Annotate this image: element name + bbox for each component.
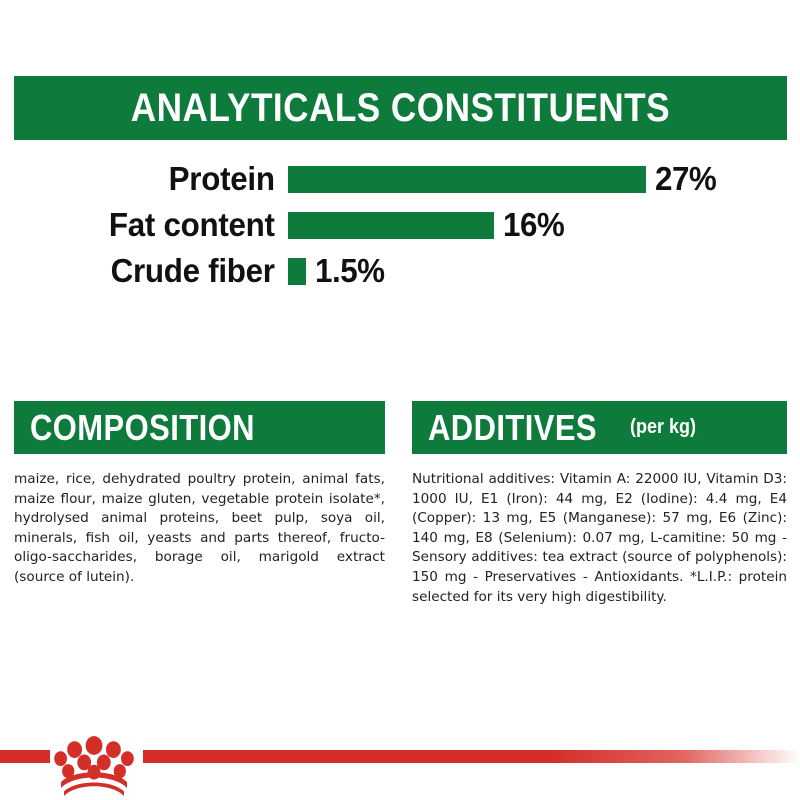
composition-body-text: maize, rice, dehydrated poultry protein,… bbox=[14, 471, 385, 585]
additives-body-text: Nutritional additives: Vitamin A: 22000 … bbox=[412, 471, 787, 605]
additives-subtitle: (per kg) bbox=[629, 416, 696, 438]
composition-panel: COMPOSITION maize, rice, dehydrated poul… bbox=[14, 401, 385, 588]
chart-bar-label: Crude fiber bbox=[110, 252, 275, 289]
chart-bar-fill bbox=[288, 211, 494, 239]
chart-bar-label: Protein bbox=[168, 160, 275, 197]
footer-rule-right bbox=[143, 750, 800, 763]
brand-footer-strip bbox=[0, 736, 800, 800]
chart-bar-value: 27% bbox=[655, 160, 717, 197]
chart-bar-fill bbox=[288, 165, 646, 193]
additives-panel: ADDITIVES (per kg) Nutritional additives… bbox=[412, 401, 787, 607]
chart-bar-fill bbox=[288, 257, 306, 285]
chart-bar-label: Fat content bbox=[108, 206, 275, 243]
chart-bar-value: 16% bbox=[503, 206, 565, 243]
royal-canin-crown-icon bbox=[54, 736, 134, 796]
analyticals-bar-chart: Protein 27% Fat content 16% Crude fiber … bbox=[0, 156, 800, 304]
composition-header: COMPOSITION bbox=[14, 401, 385, 454]
additives-header: ADDITIVES (per kg) bbox=[412, 401, 787, 454]
composition-title: COMPOSITION bbox=[30, 406, 255, 448]
chart-row: Protein 27% bbox=[0, 156, 800, 202]
analyticals-constituents-title: ANALYTICALS CONSTITUENTS bbox=[130, 85, 671, 130]
chart-row: Crude fiber 1.5% bbox=[0, 248, 800, 294]
chart-row: Fat content 16% bbox=[0, 202, 800, 248]
analyticals-constituents-header: ANALYTICALS CONSTITUENTS bbox=[14, 76, 787, 140]
additives-title: ADDITIVES bbox=[428, 406, 598, 448]
chart-bar-value: 1.5% bbox=[315, 252, 385, 289]
footer-rule-left bbox=[0, 750, 50, 763]
